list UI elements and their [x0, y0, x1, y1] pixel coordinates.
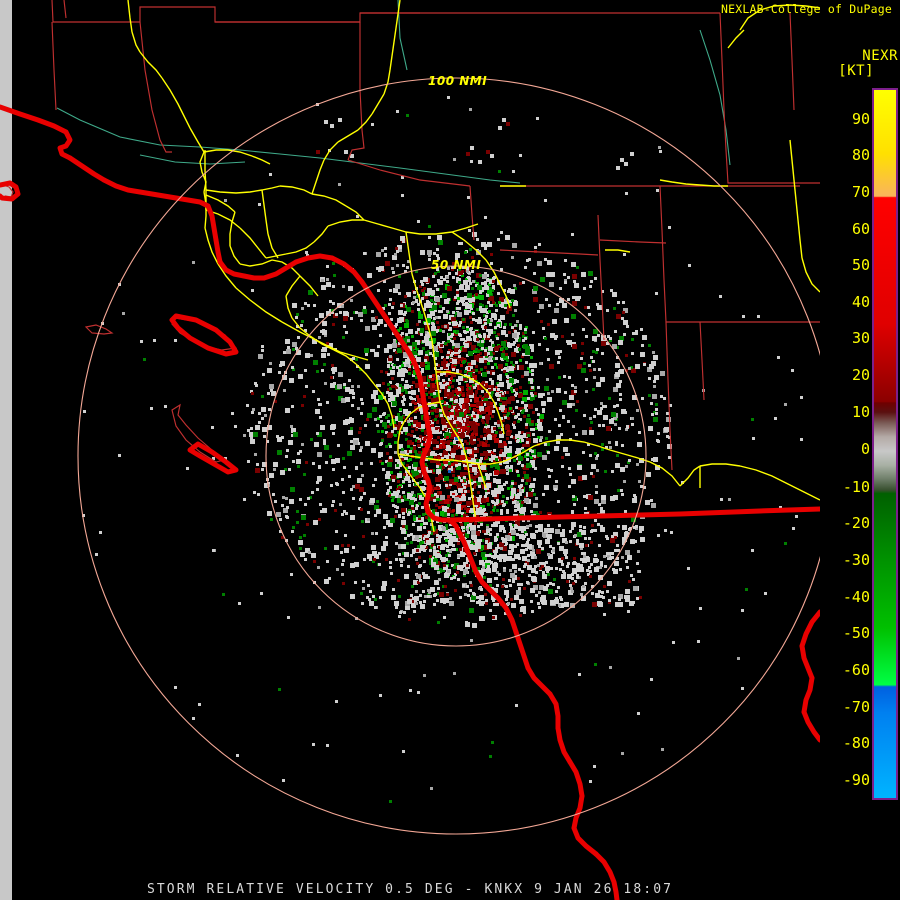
- legend-tick--70: -70: [842, 698, 870, 716]
- legend-tick--10: -10: [842, 478, 870, 496]
- provider-credit: NEXLAB-College of DuPage: [721, 2, 892, 16]
- legend-tick-20: 20: [851, 366, 870, 384]
- color-scale-ticks: 90 80 70 60 50 40 30 20 10 0 -10 -20 -30 -40 -50 -60 -70…: [826, 0, 900, 900]
- legend-tick-50: 50: [851, 256, 870, 274]
- radar-echo-layer: [82, 96, 803, 803]
- highway-layer: [127, 0, 820, 533]
- radar-map-canvas[interactable]: 100 NMI 50 NMI: [0, 0, 820, 900]
- legend-tick--20: -20: [842, 514, 870, 532]
- legend-tick-30: 30: [851, 329, 870, 347]
- legend-tick--80: -80: [842, 734, 870, 752]
- range-ring-100nmi: [77, 77, 820, 835]
- legend-tick--60: -60: [842, 661, 870, 679]
- legend-units: [KT]: [838, 63, 874, 79]
- range-ring-50nmi: [265, 265, 647, 647]
- left-margin-strip: [0, 0, 12, 900]
- hydrography-layer: [56, 0, 731, 184]
- legend-tick-90: 90: [851, 110, 870, 128]
- legend-tick-80: 80: [851, 146, 870, 164]
- legend-tick--50: -50: [842, 624, 870, 642]
- color-scale-bar: [872, 88, 898, 800]
- legend-tick-0: 0: [860, 440, 870, 458]
- legend-tick--90: -90: [842, 771, 870, 789]
- county-boundary-layer: [2, 0, 820, 471]
- coastline-layer: [0, 104, 820, 900]
- range-ring-layer: [77, 77, 820, 835]
- legend-tick-60: 60: [851, 220, 870, 238]
- legend-tick--40: -40: [842, 588, 870, 606]
- legend-tick-70: 70: [851, 183, 870, 201]
- product-banner: STORM RELATIVE VELOCITY 0.5 DEG - KNKX 9…: [146, 882, 674, 897]
- color-scale-legend: NEXR [KT] 90 80 70 60 50 40 30 20 10 0 -10 -20 -30 -4…: [826, 0, 900, 900]
- legend-tick-10: 10: [851, 403, 870, 421]
- map-vector-layer: [0, 0, 820, 900]
- legend-tick-40: 40: [851, 293, 870, 311]
- legend-tick--30: -30: [842, 551, 870, 569]
- range-ring-label-100nmi: 100 NMI: [428, 74, 488, 88]
- legend-title: NEXR: [862, 48, 898, 64]
- range-ring-label-50nmi: 50 NMI: [431, 258, 482, 272]
- color-scale-gradient: [874, 90, 896, 798]
